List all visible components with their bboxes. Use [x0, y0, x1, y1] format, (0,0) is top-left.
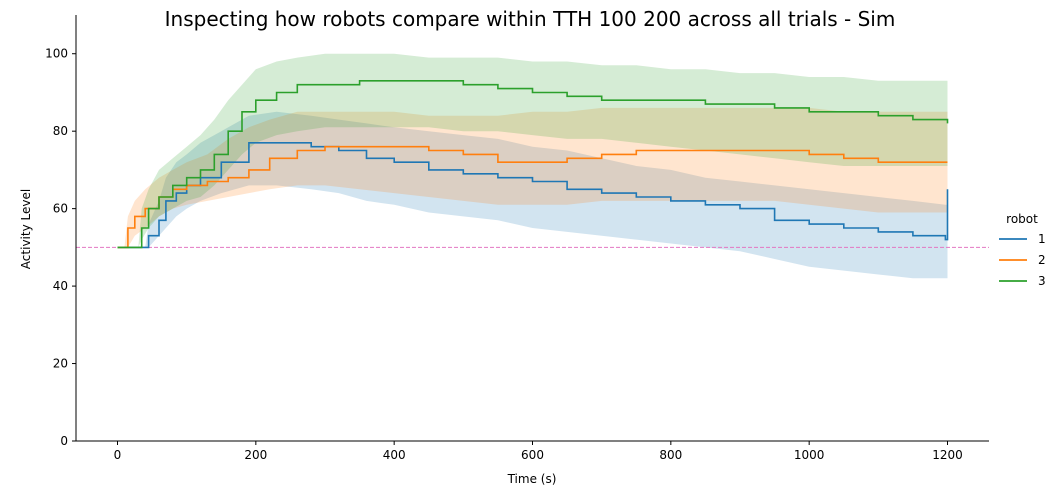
band-robot-3	[117, 53, 948, 248]
confidence-bands	[117, 53, 948, 279]
x-tick-label: 1000	[794, 448, 825, 462]
legend-label-robot-1: 1	[1038, 232, 1046, 246]
legend-label-robot-2: 2	[1038, 253, 1046, 267]
x-tick-label: 800	[659, 448, 682, 462]
x-tick-label: 600	[521, 448, 544, 462]
y-tick-label: 0	[60, 434, 68, 448]
chart-title: Inspecting how robots compare within TTH…	[165, 7, 896, 31]
x-tick-label: 200	[244, 448, 267, 462]
band-robot-1	[117, 111, 948, 279]
x-tick-label: 1200	[932, 448, 963, 462]
line-robot-3	[117, 80, 949, 249]
axes: 0 200 400 600 800 1000 1200 0 20 40 60 80 100	[45, 15, 989, 462]
y-axis-label: Activity Level	[19, 189, 33, 269]
y-tick-label: 40	[53, 279, 68, 293]
line-robot-1	[117, 142, 949, 249]
x-tick-label: 0	[114, 448, 122, 462]
legend: robot 1 2 3	[999, 212, 1046, 288]
y-tick-label: 100	[45, 47, 68, 61]
y-tick-label: 60	[53, 202, 68, 216]
series-lines	[117, 80, 949, 249]
x-axis-label: Time (s)	[507, 472, 557, 486]
x-tick-label: 400	[383, 448, 406, 462]
legend-label-robot-3: 3	[1038, 274, 1046, 288]
y-tick-label: 20	[53, 357, 68, 371]
legend-title: robot	[1006, 212, 1038, 226]
y-tick-label: 80	[53, 124, 68, 138]
